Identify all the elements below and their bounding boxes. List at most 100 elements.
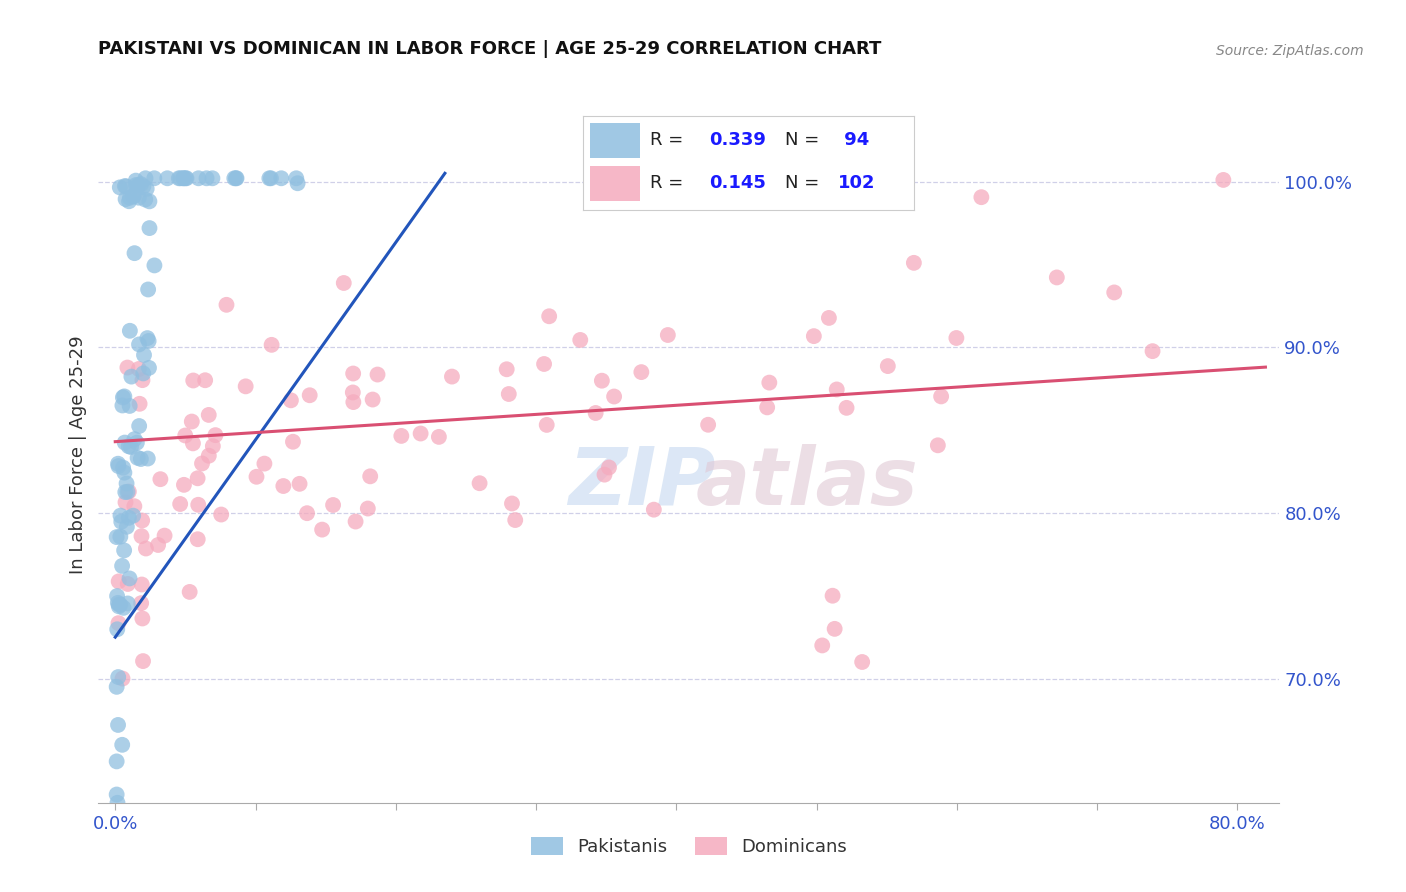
Point [295, 506, 318, 520]
Text: N =: N = [785, 174, 825, 192]
Text: Source: ZipAtlas.com: Source: ZipAtlas.com [1216, 44, 1364, 58]
Point [287, 176, 309, 190]
Point [131, 611, 153, 625]
Point [107, 458, 129, 473]
Point [127, 450, 149, 465]
Point [1102, 285, 1125, 300]
Point [440, 369, 463, 384]
Point [107, 574, 129, 589]
Point [107, 616, 129, 631]
Point [333, 276, 356, 290]
Point [187, 471, 209, 485]
Point [111, 399, 134, 413]
Point [598, 460, 620, 475]
Point [927, 438, 949, 452]
Point [118, 191, 141, 205]
Point [128, 397, 150, 411]
Point [591, 374, 613, 388]
Point [1212, 173, 1234, 187]
Text: 102: 102 [838, 174, 876, 192]
Point [125, 435, 148, 450]
Text: atlas: atlas [696, 443, 918, 522]
Point [322, 498, 344, 512]
Point [107, 596, 129, 610]
Point [503, 513, 526, 527]
Point [174, 428, 197, 442]
Text: ZIP: ZIP [568, 443, 716, 522]
Point [132, 179, 155, 194]
Point [107, 457, 129, 471]
Legend: Pakistanis, Dominicans: Pakistanis, Dominicans [523, 830, 855, 863]
Point [156, 171, 179, 186]
Point [191, 457, 214, 471]
Point [118, 511, 141, 525]
FancyBboxPatch shape [591, 166, 640, 202]
Point [112, 389, 135, 403]
Point [187, 498, 209, 512]
Point [181, 436, 204, 450]
Point [367, 368, 389, 382]
Point [149, 472, 172, 486]
Point [172, 171, 194, 186]
Point [501, 496, 523, 510]
Point [115, 520, 138, 534]
Point [120, 369, 142, 384]
Point [643, 502, 665, 516]
Point [201, 439, 224, 453]
Point [803, 329, 825, 343]
Point [288, 476, 311, 491]
Point [118, 194, 141, 209]
Point [538, 310, 561, 324]
Point [146, 538, 169, 552]
Point [194, 373, 217, 387]
Y-axis label: In Labor Force | Age 25-29: In Labor Force | Age 25-29 [69, 335, 87, 574]
Point [876, 359, 898, 373]
Point [536, 417, 558, 432]
Point [110, 508, 132, 523]
Point [361, 392, 384, 407]
Point [132, 654, 155, 668]
Point [903, 256, 925, 270]
Text: 0.339: 0.339 [709, 131, 766, 149]
Point [821, 589, 844, 603]
Point [260, 338, 283, 352]
Point [204, 428, 226, 442]
Point [176, 171, 198, 186]
Point [195, 171, 218, 186]
Point [851, 655, 873, 669]
Point [593, 467, 616, 482]
Point [125, 173, 148, 187]
Point [270, 171, 292, 186]
Point [427, 430, 450, 444]
Point [235, 379, 257, 393]
Point [136, 451, 159, 466]
Point [259, 171, 281, 186]
Point [134, 193, 156, 207]
Point [107, 670, 129, 684]
Point [132, 367, 155, 381]
Point [756, 401, 779, 415]
Point [111, 558, 134, 573]
Point [111, 672, 134, 686]
Point [945, 331, 967, 345]
Point [180, 415, 202, 429]
Point [280, 393, 302, 408]
Point [128, 191, 150, 205]
Point [260, 171, 283, 186]
Point [135, 182, 157, 196]
Point [105, 589, 128, 603]
Point [311, 523, 333, 537]
Point [409, 426, 432, 441]
Point [125, 178, 148, 192]
Point [114, 435, 136, 450]
Point [107, 796, 129, 810]
Point [127, 178, 149, 193]
Point [118, 399, 141, 413]
Point [143, 259, 166, 273]
Point [1046, 270, 1069, 285]
Point [169, 497, 191, 511]
Point [122, 508, 145, 523]
Point [105, 755, 128, 769]
Point [112, 460, 135, 475]
Point [110, 598, 132, 612]
